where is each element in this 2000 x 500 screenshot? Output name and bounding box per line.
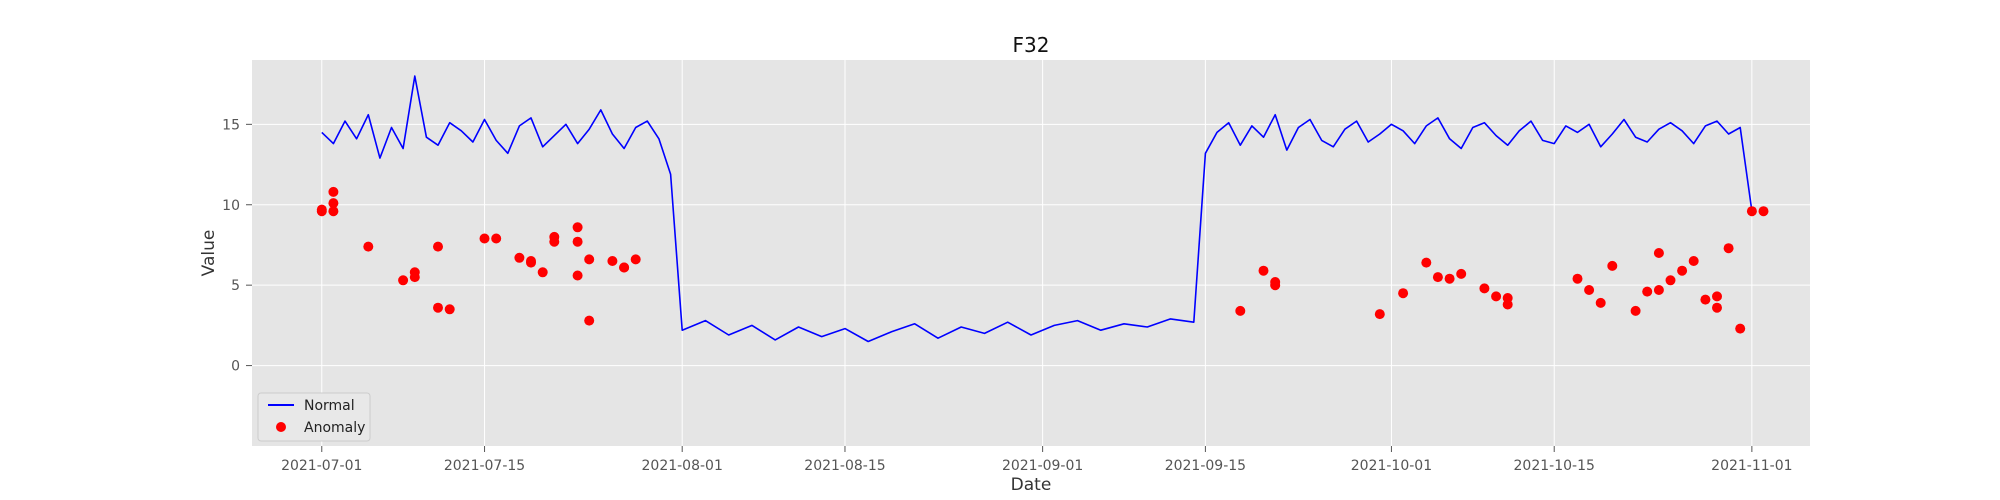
anomaly-point bbox=[363, 241, 374, 252]
anomaly-point bbox=[514, 252, 525, 263]
anomaly-point bbox=[1270, 277, 1281, 287]
anomaly-point bbox=[1235, 305, 1246, 316]
anomaly-point bbox=[433, 241, 443, 252]
anomaly-point bbox=[316, 204, 327, 215]
anomaly-point bbox=[1712, 291, 1722, 302]
anomaly-point bbox=[549, 231, 560, 242]
x-tick-label: 2021-07-01 bbox=[281, 458, 362, 474]
x-tick-label: 2021-11-01 bbox=[1711, 458, 1792, 474]
anomaly-point bbox=[1630, 305, 1641, 316]
anomaly-point bbox=[572, 222, 583, 233]
y-tick-label: 10 bbox=[222, 198, 240, 214]
anomaly-point bbox=[1479, 283, 1490, 294]
anomaly-point bbox=[328, 206, 339, 217]
x-tick-label: 2021-09-15 bbox=[1165, 458, 1246, 474]
anomaly-point bbox=[1712, 302, 1722, 313]
anomaly-point bbox=[1572, 273, 1583, 284]
anomaly-point bbox=[409, 272, 420, 283]
anomaly-point bbox=[1258, 265, 1269, 276]
anomaly-point bbox=[1374, 309, 1385, 320]
anomaly-point bbox=[584, 315, 595, 326]
anomaly-point bbox=[433, 302, 443, 313]
x-tick-label: 2021-10-15 bbox=[1514, 458, 1595, 474]
x-tick-label: 2021-07-15 bbox=[444, 458, 525, 474]
plot-background bbox=[252, 60, 1810, 446]
anomaly-point bbox=[1607, 260, 1618, 271]
x-axis: 2021-07-01 2021-07-15 2021-08-01 2021-08-15… bbox=[281, 446, 1793, 474]
y-tick-label: 5 bbox=[231, 278, 240, 294]
legend-normal-label: Normal bbox=[304, 398, 355, 414]
anomaly-point bbox=[1595, 297, 1606, 308]
anomaly-point bbox=[491, 233, 502, 244]
x-tick-label: 2021-09-01 bbox=[1002, 458, 1083, 474]
y-axis-label: Value bbox=[199, 230, 219, 277]
anomaly-points bbox=[316, 186, 1769, 334]
anomaly-point bbox=[1444, 273, 1455, 284]
anomaly-point bbox=[1665, 275, 1676, 286]
anomaly-point bbox=[1456, 268, 1467, 279]
chart-title: F32 bbox=[1013, 33, 1050, 57]
anomaly-point bbox=[1584, 285, 1595, 295]
anomaly-point bbox=[1642, 286, 1653, 297]
anomaly-point bbox=[1491, 291, 1502, 302]
anomaly-point bbox=[607, 256, 618, 266]
anomaly-point bbox=[1653, 248, 1664, 258]
grid bbox=[252, 60, 1810, 446]
anomaly-point bbox=[1421, 257, 1432, 268]
anomaly-point bbox=[1653, 285, 1664, 295]
anomaly-point bbox=[526, 257, 536, 268]
x-tick-label: 2021-08-01 bbox=[642, 458, 723, 474]
anomaly-point bbox=[1398, 288, 1409, 299]
anomaly-point bbox=[1688, 256, 1699, 266]
legend: Normal Anomaly bbox=[257, 392, 371, 442]
anomaly-point bbox=[328, 186, 339, 197]
anomaly-point bbox=[1432, 272, 1443, 283]
normal-series-line bbox=[321, 75, 1753, 343]
anomaly-point bbox=[537, 267, 548, 278]
y-tick-label: 15 bbox=[222, 117, 240, 133]
anomaly-point bbox=[1746, 206, 1757, 217]
legend-anomaly-label: Anomaly bbox=[304, 420, 365, 436]
anomaly-point bbox=[479, 233, 490, 244]
anomaly-point bbox=[572, 270, 583, 281]
anomaly-point bbox=[1502, 299, 1513, 310]
y-tick-label: 0 bbox=[231, 359, 240, 375]
anomaly-point bbox=[572, 236, 583, 247]
anomaly-point bbox=[1758, 206, 1769, 217]
anomaly-point bbox=[1723, 243, 1734, 254]
anomaly-point bbox=[630, 254, 641, 265]
anomaly-point bbox=[444, 304, 455, 315]
anomaly-point bbox=[1700, 294, 1711, 305]
x-tick-label: 2021-08-15 bbox=[804, 458, 885, 474]
anomaly-point bbox=[1677, 265, 1688, 276]
anomaly-point bbox=[328, 198, 339, 209]
y-axis: 0 5 10 15 bbox=[222, 117, 252, 375]
series-normal-line bbox=[321, 75, 1753, 343]
x-tick-label: 2021-10-01 bbox=[1351, 458, 1432, 474]
anomaly-point bbox=[619, 262, 630, 273]
x-axis-label: Date bbox=[1011, 475, 1052, 495]
anomaly-point bbox=[1735, 323, 1746, 334]
anomaly-point bbox=[398, 275, 409, 286]
legend-anomaly-swatch bbox=[276, 422, 286, 432]
anomaly-point bbox=[584, 254, 595, 265]
